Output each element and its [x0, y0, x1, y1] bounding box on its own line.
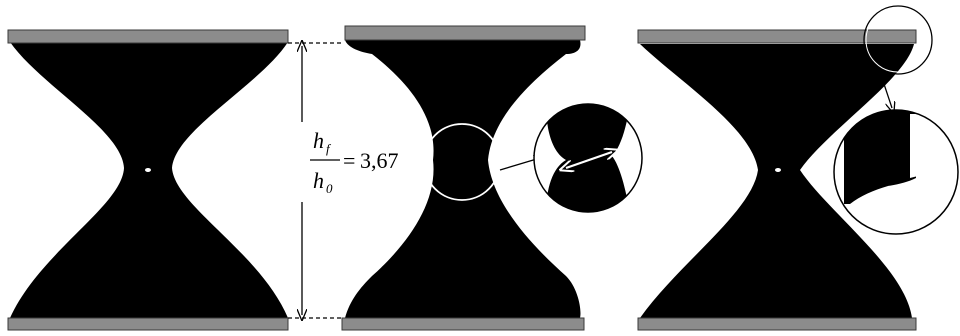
center-void-initial [145, 168, 151, 172]
top-plate-deformed-neck [344, 25, 586, 41]
formula-denominator: h [313, 168, 324, 193]
height-ratio-formula: h f h 0 = 3,67 [310, 128, 399, 196]
panel-initial [7, 29, 289, 331]
bottom-plate-deformed-wide [637, 317, 917, 331]
corner-highlight-inner [865, 7, 931, 73]
neck-zoom-border [533, 103, 643, 213]
height-dimension [288, 43, 342, 318]
bottom-plate-deformed-neck [341, 317, 585, 331]
corner-callout-arrow [879, 71, 892, 108]
formula-denominator-sub: 0 [326, 181, 333, 196]
neck-width-arrow [566, 152, 612, 168]
specimen-initial [10, 42, 288, 318]
formula-value: 3,67 [360, 148, 399, 173]
corner-zoom-border [833, 109, 959, 235]
specimen-deformed-neck [345, 40, 581, 318]
neck-highlight-circle [423, 123, 501, 201]
formula-numerator-sub: f [326, 141, 332, 156]
formula-numerator: h [313, 128, 324, 153]
formula-equals: = [343, 148, 355, 173]
corner-zoom-inset [833, 109, 959, 235]
top-plate-deformed-wide [637, 29, 917, 44]
panel-deformed-neck [341, 25, 586, 331]
center-void-deformed [775, 168, 781, 172]
top-plate-initial [7, 29, 289, 44]
corner-highlight-circle [863, 5, 933, 75]
panel-deformed-wide [637, 5, 933, 331]
neck-zoom-inset [533, 103, 643, 213]
formula-backdrop [292, 122, 316, 202]
specimen-deformed-wide [640, 44, 914, 318]
bottom-plate-initial [7, 317, 289, 331]
